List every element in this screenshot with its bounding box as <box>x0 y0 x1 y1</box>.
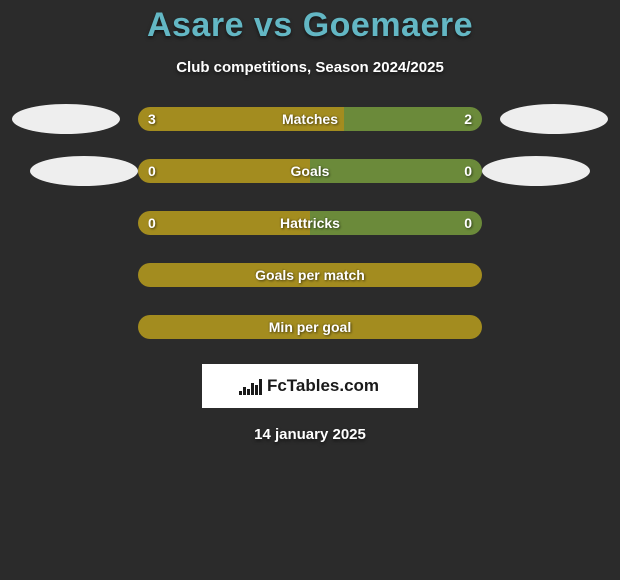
stat-rows: 32Matches 00Goals 00Hattricks Goals per mat… <box>0 104 620 342</box>
logo-wrap: FcTables.com <box>0 364 620 408</box>
stat-row: 32Matches <box>0 104 620 134</box>
player-left-oval <box>12 208 120 238</box>
bar-segment-full <box>138 315 482 339</box>
bar-segment-right <box>310 211 482 235</box>
player-right-oval <box>500 260 608 290</box>
player-left-oval <box>12 104 120 134</box>
player-right-oval <box>500 312 608 342</box>
bar-chart-icon <box>241 377 261 395</box>
fctables-logo: FcTables.com <box>202 364 418 408</box>
footer-date: 14 january 2025 <box>0 426 620 443</box>
bar-segment-left <box>138 159 310 183</box>
stat-bar: Min per goal <box>138 315 482 339</box>
bar-segment-right <box>310 159 482 183</box>
stat-bar: 00Goals <box>138 159 482 183</box>
player-right-oval <box>500 104 608 134</box>
stat-row: Goals per match <box>0 260 620 290</box>
player-right-oval <box>482 156 590 186</box>
stat-bar: Goals per match <box>138 263 482 287</box>
player-left-oval <box>12 312 120 342</box>
subtitle: Club competitions, Season 2024/2025 <box>0 59 620 76</box>
comparison-card: Asare vs Goemaere Club competitions, Sea… <box>0 0 620 580</box>
player-left-oval <box>12 260 120 290</box>
player-right-oval <box>500 208 608 238</box>
stat-row: 00Hattricks <box>0 208 620 238</box>
bar-segment-left <box>138 211 310 235</box>
page-title: Asare vs Goemaere <box>0 6 620 45</box>
logo-text: FcTables.com <box>267 376 379 396</box>
bar-segment-full <box>138 263 482 287</box>
stat-row: 00Goals <box>0 156 620 186</box>
player-left-oval <box>30 156 138 186</box>
bar-segment-left <box>138 107 344 131</box>
stat-row: Min per goal <box>0 312 620 342</box>
stat-bar: 32Matches <box>138 107 482 131</box>
stat-bar: 00Hattricks <box>138 211 482 235</box>
bar-segment-right <box>344 107 482 131</box>
